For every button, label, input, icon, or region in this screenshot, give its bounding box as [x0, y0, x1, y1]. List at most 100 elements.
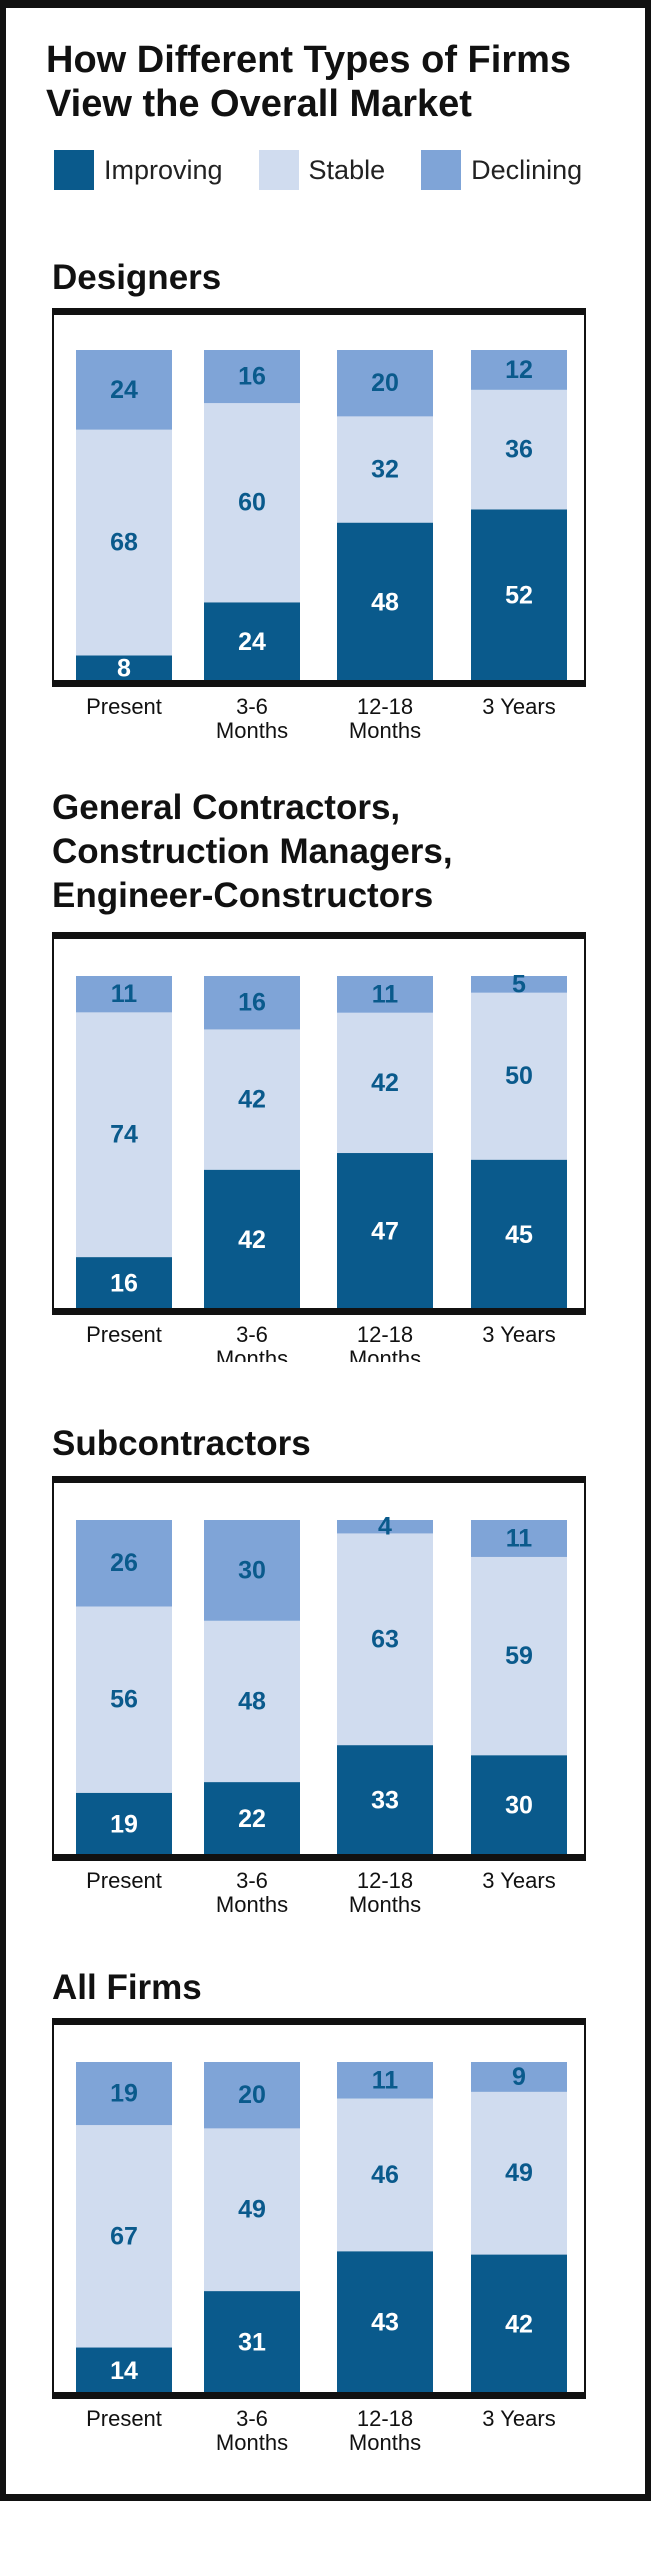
data-label-stable-12-18-months: 42 — [371, 1069, 399, 1097]
data-label-improving-present: 14 — [110, 2357, 138, 2385]
panel-designers: Designers 8 68 24 Present 24 60 16 3-6 Months 48 3… — [0, 250, 651, 760]
data-label-stable-present: 74 — [110, 1121, 138, 1149]
bar-improving-3-years — [471, 1755, 567, 1856]
frame-left-rule — [52, 1476, 54, 1856]
x-tick-label-3-years: 3 Years — [482, 2406, 555, 2431]
bar-stable-3-years — [471, 389, 567, 510]
data-label-stable-12-18-months: 63 — [371, 1625, 399, 1653]
bar-improving-12-18-months — [337, 1153, 433, 1310]
x-tick-label-3-years: 3 Years — [482, 1868, 555, 1893]
bar-improving-3-years — [471, 1159, 567, 1310]
bar-stable-3-years — [471, 992, 567, 1160]
bar-improving-12-18-months — [337, 1745, 433, 1856]
baseline-rule — [52, 1854, 586, 1861]
data-label-declining-present: 26 — [110, 1549, 138, 1577]
data-label-improving-present: 8 — [117, 655, 131, 683]
bar-improving-present — [76, 1792, 172, 1856]
data-label-stable-3-years: 49 — [505, 2159, 533, 2187]
bar-stable-3-years — [471, 2091, 567, 2255]
data-label-improving-12-18-months: 33 — [371, 1787, 399, 1815]
data-label-improving-3-years: 42 — [505, 2310, 533, 2338]
bar-declining-present — [76, 2062, 172, 2126]
data-label-stable-3-6-months: 42 — [238, 1086, 266, 1114]
data-label-improving-12-18-months: 48 — [371, 588, 399, 616]
legend-item-stable: Stable — [258, 150, 385, 190]
data-label-improving-3-6-months: 24 — [238, 628, 266, 656]
frame-right-border — [645, 0, 651, 2500]
bar-improving-3-6-months — [204, 602, 300, 682]
frame-left-rule — [52, 2018, 54, 2394]
x-tick-label-12-18-months: 12-18 Months — [349, 1868, 421, 1917]
bar-stable-present — [76, 429, 172, 656]
data-label-declining-3-years: 12 — [505, 356, 533, 384]
x-tick-label-3-6-months: 3-6 Months — [216, 1868, 288, 1917]
bar-declining-3-6-months — [204, 1520, 300, 1621]
legend-item-improving: Improving — [54, 150, 223, 190]
frame-top-rule — [52, 1476, 586, 1483]
x-tick-label-12-18-months: 12-18 Months — [349, 1322, 421, 1362]
x-tick-label-present: Present — [86, 694, 162, 719]
bar-declining-3-6-months — [204, 2062, 300, 2129]
data-label-declining-3-6-months: 30 — [238, 1556, 266, 1584]
bar-stable-present — [76, 1606, 172, 1793]
data-label-declining-3-6-months: 16 — [238, 363, 266, 391]
bar-improving-3-6-months — [204, 1169, 300, 1310]
bar-improving-present — [76, 2347, 172, 2394]
baseline-rule — [52, 1308, 586, 1315]
bar-declining-12-18-months — [337, 2062, 433, 2099]
panel-title: All Firms — [52, 1968, 202, 2007]
chart-title: How Different Types of Firms View the Ov… — [46, 39, 572, 125]
data-label-improving-present: 19 — [110, 1810, 138, 1838]
legend-item-declining: Declining — [421, 150, 582, 190]
data-label-declining-3-6-months: 20 — [238, 2081, 266, 2109]
bar-stable-3-6-months — [204, 1029, 300, 1170]
bar-stable-present — [76, 2125, 172, 2348]
bar-stable-12-18-months — [337, 416, 433, 523]
frame-left-rule — [52, 308, 54, 682]
data-label-declining-3-years: 11 — [506, 1524, 533, 1552]
bar-declining-12-18-months — [337, 350, 433, 417]
data-label-declining-3-years: 9 — [512, 2063, 526, 2091]
bar-stable-present — [76, 1012, 172, 1258]
bar-declining-3-years — [471, 350, 567, 390]
data-label-improving-12-18-months: 43 — [371, 2309, 399, 2337]
bar-stable-12-18-months — [337, 2098, 433, 2252]
frame-left-border — [0, 0, 6, 2500]
data-label-stable-3-years: 59 — [505, 1642, 533, 1670]
top-rule — [0, 0, 651, 8]
data-label-stable-present: 68 — [110, 529, 138, 557]
frame-top-rule — [52, 2018, 586, 2025]
frame-right-rule — [584, 308, 586, 682]
bar-declining-3-years — [471, 2062, 567, 2092]
bar-declining-12-18-months — [337, 976, 433, 1013]
data-label-declining-3-years: 5 — [512, 970, 526, 998]
bar-improving-3-6-months — [204, 2291, 300, 2394]
bar-declining-present — [76, 976, 172, 1013]
data-label-stable-3-years: 36 — [505, 436, 533, 464]
legend-swatch-improving — [54, 150, 94, 190]
x-tick-label-3-6-months: 3-6 Months — [216, 1322, 288, 1362]
panel-all-firms: All Firms 14 67 19 Present 31 49 20 3-6 Months 43… — [0, 1960, 651, 2485]
data-label-declining-present: 19 — [110, 2080, 138, 2108]
bar-improving-present — [76, 655, 172, 682]
data-label-declining-present: 11 — [111, 980, 138, 1008]
bar-improving-present — [76, 1257, 172, 1310]
legend-label-improving: Improving — [104, 154, 223, 185]
data-label-improving-3-years: 45 — [505, 1221, 533, 1249]
bar-improving-12-18-months — [337, 522, 433, 682]
bar-improving-3-years — [471, 2254, 567, 2394]
bar-declining-3-6-months — [204, 350, 300, 404]
frame-top-rule — [52, 932, 586, 939]
x-tick-label-present: Present — [86, 1322, 162, 1347]
bar-stable-12-18-months — [337, 1012, 433, 1154]
bar-improving-3-years — [471, 509, 567, 682]
data-label-stable-present: 67 — [110, 2222, 138, 2250]
panel-title: General Contractors, Construction Manage… — [52, 788, 453, 915]
x-tick-label-3-6-months: 3-6 Months — [216, 694, 288, 743]
data-label-improving-3-years: 52 — [505, 582, 533, 610]
chart-general-contractors: 16 74 11 Present 42 42 16 3-6 Months 47 42 11 12-18 M… — [52, 932, 586, 1362]
x-tick-label-3-years: 3 Years — [482, 694, 555, 719]
data-label-improving-3-6-months: 22 — [238, 1805, 266, 1833]
frame-top-rule — [52, 308, 586, 315]
data-label-stable-present: 56 — [110, 1686, 138, 1714]
